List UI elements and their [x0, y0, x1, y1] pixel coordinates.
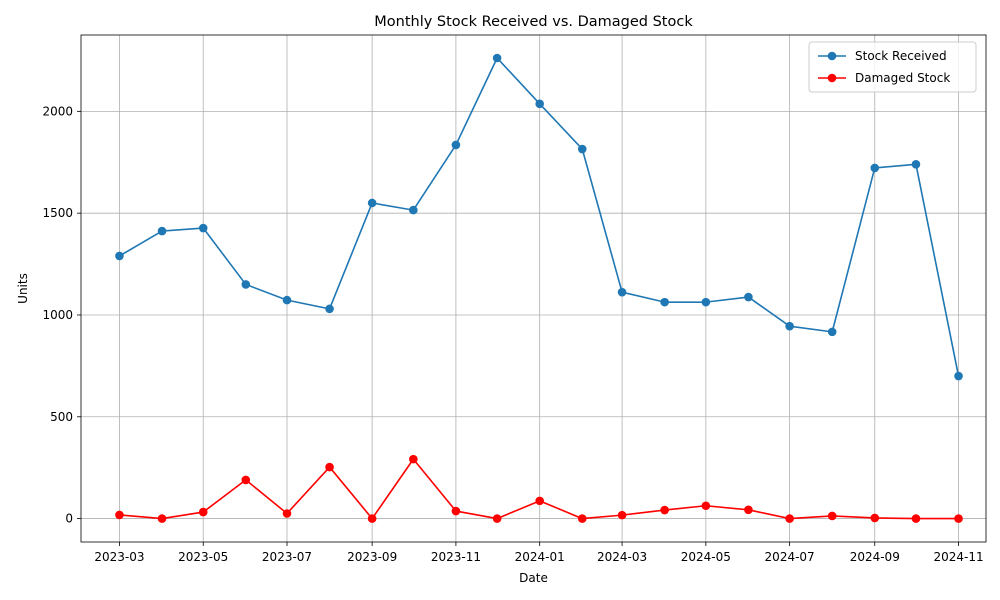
y-tick-label: 1500 — [42, 206, 73, 220]
x-tick-label: 2023-09 — [347, 550, 397, 564]
x-tick-label: 2024-05 — [681, 550, 731, 564]
x-axis-label: Date — [519, 571, 548, 585]
axes-group: 2023-03 2023-05 2023-07 2023-09 2023-11 2024-… — [42, 104, 983, 564]
data-point — [367, 198, 377, 208]
data-point — [911, 159, 921, 169]
data-point — [785, 514, 794, 523]
legend-frame — [808, 41, 977, 93]
data-point — [157, 514, 167, 523]
data-point — [325, 462, 334, 472]
x-tick-label: 2024-03 — [597, 550, 647, 564]
series-1 — [115, 454, 963, 523]
legend: Stock Received Damaged Stock — [808, 41, 977, 93]
x-tick-label: 2023-03 — [94, 550, 144, 564]
data-point — [827, 511, 837, 521]
y-tick-label: 0 — [65, 512, 73, 526]
y-tick-label: 1000 — [42, 308, 73, 322]
series-0 — [115, 53, 963, 381]
data-point — [409, 205, 418, 215]
legend-label: Stock Received — [855, 49, 947, 63]
data-point — [241, 475, 251, 485]
legend-label: Damaged Stock — [855, 71, 950, 85]
data-point — [660, 505, 669, 515]
legend-marker — [827, 73, 837, 83]
data-point — [701, 297, 711, 307]
x-tick-label: 2024-01 — [515, 550, 565, 564]
x-tick-label: 2023-05 — [178, 550, 228, 564]
data-point — [535, 99, 544, 109]
data-point — [241, 280, 251, 289]
data-point — [577, 144, 587, 154]
data-point — [492, 514, 502, 523]
data-point — [367, 514, 377, 523]
x-tick-label: 2023-07 — [262, 550, 312, 564]
data-point — [535, 496, 544, 506]
data-point — [744, 505, 753, 515]
chart-title: Monthly Stock Received vs. Damaged Stock — [374, 14, 693, 30]
y-axis-label: Units — [16, 273, 30, 304]
data-point — [827, 327, 837, 337]
data-point — [577, 514, 587, 523]
x-tick-label: 2024-09 — [850, 550, 900, 564]
data-point — [492, 53, 502, 63]
legend-marker — [827, 51, 837, 61]
data-point — [954, 371, 963, 381]
data-point — [617, 510, 627, 520]
data-point — [115, 510, 124, 520]
grid-lines — [81, 35, 986, 542]
data-point — [451, 506, 461, 516]
y-tick-label: 500 — [50, 410, 73, 424]
data-point — [911, 514, 921, 523]
plot-area-frame — [80, 34, 987, 543]
y-tick-label: 2000 — [42, 104, 73, 118]
data-point — [744, 292, 753, 302]
data-point — [325, 304, 334, 314]
data-point — [409, 454, 418, 464]
data-point — [198, 223, 208, 233]
data-point — [617, 287, 627, 297]
data-point — [785, 321, 794, 331]
data-point — [115, 251, 124, 261]
data-point — [870, 513, 880, 523]
data-point — [701, 501, 711, 511]
x-tick-label: 2024-07 — [765, 550, 815, 564]
data-point — [282, 295, 292, 305]
data-point — [660, 297, 669, 307]
data-point — [451, 140, 461, 150]
x-tick-label: 2023-11 — [431, 550, 481, 564]
data-point — [198, 507, 208, 517]
series-group — [115, 53, 963, 523]
x-tick-label: 2024-11 — [933, 550, 983, 564]
data-point — [157, 226, 167, 236]
data-point — [870, 163, 880, 173]
data-point — [282, 509, 292, 518]
data-point — [954, 514, 963, 523]
